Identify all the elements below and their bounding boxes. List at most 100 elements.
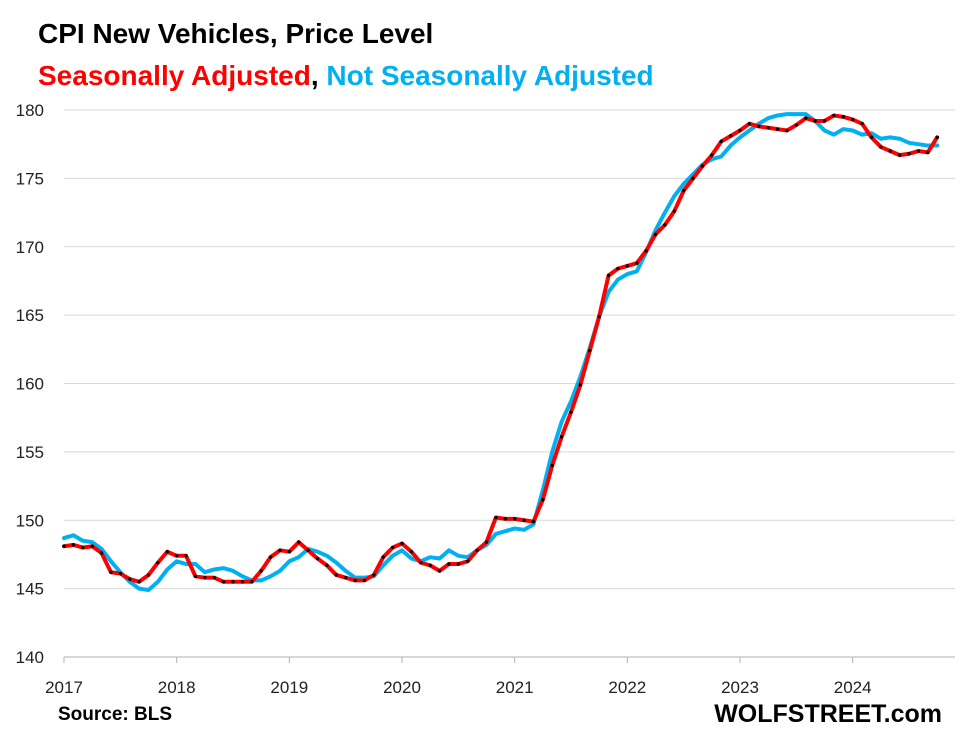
sa-point xyxy=(343,575,348,580)
sa-point xyxy=(681,188,686,193)
x-tick-label-2022: 2022 xyxy=(608,678,646,697)
sa-point xyxy=(747,121,752,126)
sa-point xyxy=(315,556,320,561)
series-line-not-seasonally-adjusted xyxy=(62,112,940,592)
grid-lines xyxy=(64,109,955,590)
sa-point xyxy=(240,580,245,584)
sa-point xyxy=(550,463,554,468)
sa-point xyxy=(437,569,442,573)
sa-point xyxy=(203,575,207,580)
sa-point xyxy=(710,153,714,157)
sa-point xyxy=(503,517,507,521)
sa-point xyxy=(165,550,169,554)
sa-point xyxy=(409,550,414,554)
sa-point xyxy=(278,548,282,553)
sa-point xyxy=(137,580,141,584)
sa-point xyxy=(775,127,780,131)
source-label: Source: BLS xyxy=(58,704,173,725)
sa-point xyxy=(879,145,883,149)
sa-point xyxy=(522,518,526,522)
subtitle-not-seasonally-adjusted: Not Seasonally Adjusted xyxy=(326,60,654,91)
sa-point xyxy=(250,580,254,584)
sa-point xyxy=(804,116,808,120)
sa-point xyxy=(625,264,630,268)
sa-point xyxy=(606,273,611,278)
sa-point xyxy=(794,123,799,127)
brand-label: WOLFSTREET.com xyxy=(714,700,942,728)
sa-point xyxy=(719,139,723,144)
sa-point xyxy=(926,150,930,155)
sa-point xyxy=(578,383,583,387)
series-lines xyxy=(62,112,940,592)
seasonally-adjusted-points xyxy=(62,113,939,584)
sa-point xyxy=(860,121,864,126)
sa-point xyxy=(512,517,517,521)
sa-point xyxy=(184,554,188,558)
sa-point xyxy=(541,498,545,502)
sa-point xyxy=(259,569,263,573)
y-tick-label-155: 155 xyxy=(16,443,44,462)
sa-point xyxy=(212,575,216,580)
sa-point xyxy=(268,555,273,559)
sa-point xyxy=(832,113,836,118)
sa-point xyxy=(813,119,817,123)
sa-point xyxy=(306,548,310,553)
sa-point xyxy=(419,560,423,565)
sa-point xyxy=(334,573,338,577)
sa-point xyxy=(325,563,329,568)
sa-point xyxy=(785,128,789,133)
sa-point xyxy=(128,577,132,581)
sa-point xyxy=(466,559,470,563)
sa-point xyxy=(231,580,235,584)
x-tick-label-2021: 2021 xyxy=(496,678,534,697)
y-tick-label-145: 145 xyxy=(16,580,44,599)
sa-point xyxy=(569,410,573,414)
sa-point xyxy=(766,126,770,130)
sa-point xyxy=(71,543,76,547)
sa-point xyxy=(597,314,601,319)
x-tick-label-2020: 2020 xyxy=(383,678,421,697)
sa-point xyxy=(353,578,357,583)
sa-point xyxy=(916,149,921,153)
sa-point xyxy=(372,573,376,577)
sa-point xyxy=(428,563,432,568)
y-tick-label-165: 165 xyxy=(16,306,44,325)
sa-point xyxy=(494,515,498,520)
sa-point xyxy=(738,128,742,133)
x-tick-label-2017: 2017 xyxy=(45,678,83,697)
sa-point xyxy=(221,580,226,584)
sa-point xyxy=(62,544,66,548)
y-tick-label-150: 150 xyxy=(16,511,44,530)
sa-point xyxy=(635,261,639,265)
sa-point xyxy=(381,555,385,559)
x-axis-tick-labels: 2017 2018 2019 2020 2021 2022 2023 2024 xyxy=(45,678,871,697)
subtitle-separator: , xyxy=(310,60,327,91)
sa-point xyxy=(841,115,845,119)
y-tick-label-160: 160 xyxy=(16,375,44,394)
sa-point xyxy=(146,573,151,577)
x-axis xyxy=(63,656,955,663)
sa-point xyxy=(616,266,620,271)
chart-title: CPI New Vehicles, Price Level xyxy=(38,18,434,49)
sa-point xyxy=(156,560,160,565)
y-tick-label-175: 175 xyxy=(16,169,44,188)
sa-point xyxy=(588,348,592,353)
series-line-seasonally-adjusted xyxy=(62,113,940,584)
sa-point xyxy=(728,134,733,138)
sa-point xyxy=(672,209,676,213)
sa-point xyxy=(81,545,85,550)
sa-point xyxy=(118,571,123,576)
sa-point xyxy=(362,578,367,583)
x-tick-label-2018: 2018 xyxy=(158,678,196,697)
sa-point xyxy=(907,152,911,156)
x-tick-label-2019: 2019 xyxy=(270,678,308,697)
sa-point xyxy=(193,574,198,579)
sa-point xyxy=(663,223,667,227)
sa-point xyxy=(559,435,564,439)
sa-point xyxy=(869,135,874,140)
sa-point xyxy=(174,554,179,558)
sa-point xyxy=(935,135,939,140)
sa-point xyxy=(90,544,94,548)
sa-point xyxy=(691,176,695,181)
sa-point xyxy=(822,119,827,123)
